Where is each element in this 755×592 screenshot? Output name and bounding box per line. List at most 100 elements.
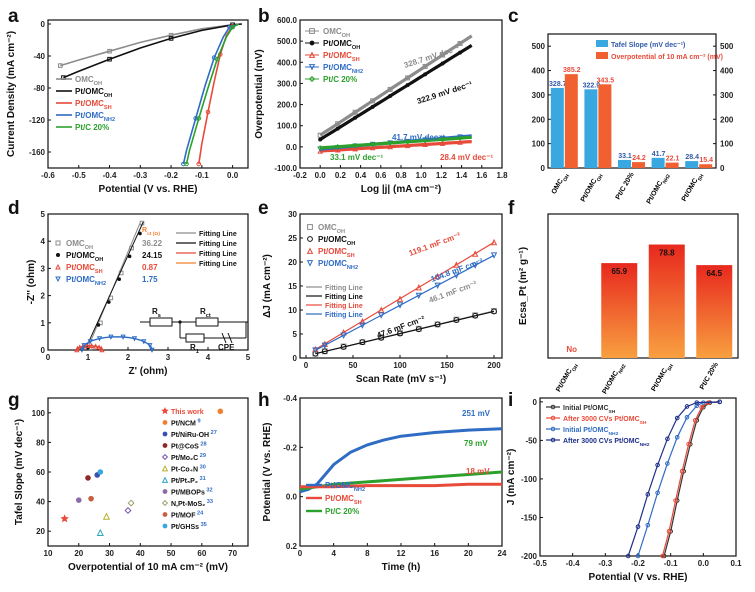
y-tick-label-d: 1 bbox=[41, 319, 46, 328]
y-tick-label-e: 30 bbox=[288, 210, 297, 219]
bar-value-label-c: 15.4 bbox=[699, 157, 713, 164]
legend-label-i: Initial Pt/OMCNH2 bbox=[563, 427, 619, 437]
x-axis-label-h: Time (h) bbox=[382, 562, 421, 573]
data-point-g bbox=[85, 475, 91, 481]
data-point-e bbox=[312, 347, 319, 354]
data-point-b bbox=[352, 142, 358, 149]
series-line-b bbox=[319, 44, 473, 141]
x-axis-label-d: Z' (ohm) bbox=[128, 366, 167, 377]
x-tick-label-e: 0 bbox=[304, 361, 309, 370]
data-point-e bbox=[359, 322, 366, 329]
data-point-b bbox=[352, 145, 358, 152]
y-tick-label-c: 0 bbox=[541, 164, 546, 173]
data-point-b bbox=[317, 145, 323, 151]
data-point-g bbox=[97, 469, 104, 475]
category-label-f: Pt/OMCSH bbox=[650, 361, 674, 394]
data-point-e bbox=[490, 238, 498, 246]
legend-label-g: Pt/NCM 9 bbox=[171, 419, 201, 428]
data-point-i bbox=[699, 404, 705, 410]
y-tick-label-c: 0 bbox=[720, 164, 725, 173]
fit-legend-label-d: Fitting Line bbox=[199, 231, 237, 238]
y-tick-label-c: 500 bbox=[720, 42, 734, 51]
y-tick-label-d: 0 bbox=[41, 346, 46, 355]
legend-marker-i bbox=[550, 415, 556, 421]
data-point-e bbox=[471, 262, 479, 269]
data-point-e bbox=[453, 272, 460, 279]
legend-marker-g bbox=[162, 512, 168, 517]
y-tick-label-i: -200 bbox=[521, 552, 538, 561]
legend-label-d: Pt/OMCOH bbox=[66, 251, 103, 263]
bar-c bbox=[699, 164, 713, 168]
data-point-i bbox=[655, 490, 660, 496]
series-line-b bbox=[320, 140, 472, 153]
data-point-b bbox=[387, 143, 393, 150]
axes-frame-g bbox=[47, 397, 249, 547]
x-tick-label-i: -0.2 bbox=[631, 559, 645, 568]
y-tick-label-a: -80 bbox=[33, 84, 45, 93]
fit-arc-d bbox=[81, 336, 153, 351]
data-point-a bbox=[214, 56, 220, 62]
category-label-f: Pt/OMCNH2 bbox=[601, 361, 627, 396]
data-point-b bbox=[405, 83, 410, 88]
bar-c bbox=[564, 74, 578, 168]
data-point-d bbox=[87, 339, 93, 345]
series-line-h bbox=[300, 482, 502, 489]
y-tick-label-g: 40 bbox=[36, 498, 45, 507]
legend-marker-b bbox=[308, 75, 316, 83]
legend-label-i: Initial Pt/OMCSH bbox=[563, 405, 616, 415]
data-point-a bbox=[107, 56, 112, 62]
x-tick-label-b: 0.4 bbox=[355, 171, 367, 180]
data-point-i bbox=[674, 415, 680, 421]
series-line-a bbox=[185, 23, 240, 165]
fit-legend-label-e: Fitting Line bbox=[325, 294, 363, 301]
legend-label-a: Pt/OMCOH bbox=[75, 87, 112, 99]
y-tick-label-b: 300.0 bbox=[277, 79, 298, 88]
y-tick-label-d: 4 bbox=[41, 237, 46, 246]
x-tick-label-g: 40 bbox=[136, 549, 145, 558]
bar-c bbox=[598, 84, 612, 168]
y-tick-label-c: 400 bbox=[720, 67, 734, 76]
legend-label-h: Pt/C 20% bbox=[325, 507, 359, 516]
y-tick-label-b: 600.0 bbox=[277, 16, 298, 25]
x-axis-label-g: Overpotential of 10 mA cm⁻² (mV) bbox=[68, 562, 228, 573]
x-tick-label-d: 3 bbox=[166, 353, 171, 362]
x-tick-label-g: 10 bbox=[44, 549, 53, 558]
data-point-a bbox=[205, 109, 211, 115]
data-point-i bbox=[673, 498, 678, 503]
data-point-d bbox=[77, 344, 83, 350]
data-point-b bbox=[404, 142, 411, 149]
data-point-b bbox=[439, 140, 446, 146]
legend-label-d: Pt/OMCSH bbox=[66, 263, 103, 275]
series-line-i bbox=[627, 401, 720, 557]
y-tick-label-b: 100.0 bbox=[277, 122, 298, 131]
data-point-a bbox=[107, 48, 112, 54]
y-tick-label-e: 10 bbox=[288, 306, 297, 315]
data-point-a bbox=[230, 24, 235, 30]
legend-marker-d bbox=[55, 276, 61, 283]
data-point-b bbox=[334, 146, 341, 153]
rct-value-d: 1.75 bbox=[142, 275, 158, 284]
data-point-a bbox=[168, 36, 174, 41]
bar-c bbox=[685, 161, 699, 168]
y-tick-label-d: 3 bbox=[41, 264, 46, 273]
legend-label-d: Pt/OMCNH2 bbox=[66, 275, 106, 287]
fit-legend-label-d: Fitting Line bbox=[199, 241, 237, 248]
data-point-b bbox=[317, 147, 324, 154]
data-point-b bbox=[422, 137, 428, 144]
panel-label-g: g bbox=[8, 390, 20, 411]
data-point-i bbox=[635, 553, 641, 559]
data-point-i bbox=[645, 492, 651, 497]
data-point-d bbox=[79, 347, 85, 353]
x-tick-label-i: -0.3 bbox=[598, 559, 612, 568]
x-tick-label-g: 60 bbox=[197, 549, 206, 558]
y-tick-label-b: 400.0 bbox=[277, 58, 298, 67]
x-tick-label-h: 16 bbox=[430, 549, 439, 558]
series-line-a bbox=[198, 23, 240, 165]
legend-label-g: Pt/GHSs 35 bbox=[171, 522, 207, 531]
legend-marker-e bbox=[306, 260, 314, 267]
x-tick-label-a: -0.3 bbox=[133, 171, 147, 180]
fit-legend-label-e: Fitting Line bbox=[325, 303, 363, 310]
y-axis-label-i: J (mA cm⁻²) bbox=[506, 449, 517, 506]
data-point-e bbox=[340, 344, 347, 350]
equivalent-circuit-d bbox=[140, 317, 248, 344]
